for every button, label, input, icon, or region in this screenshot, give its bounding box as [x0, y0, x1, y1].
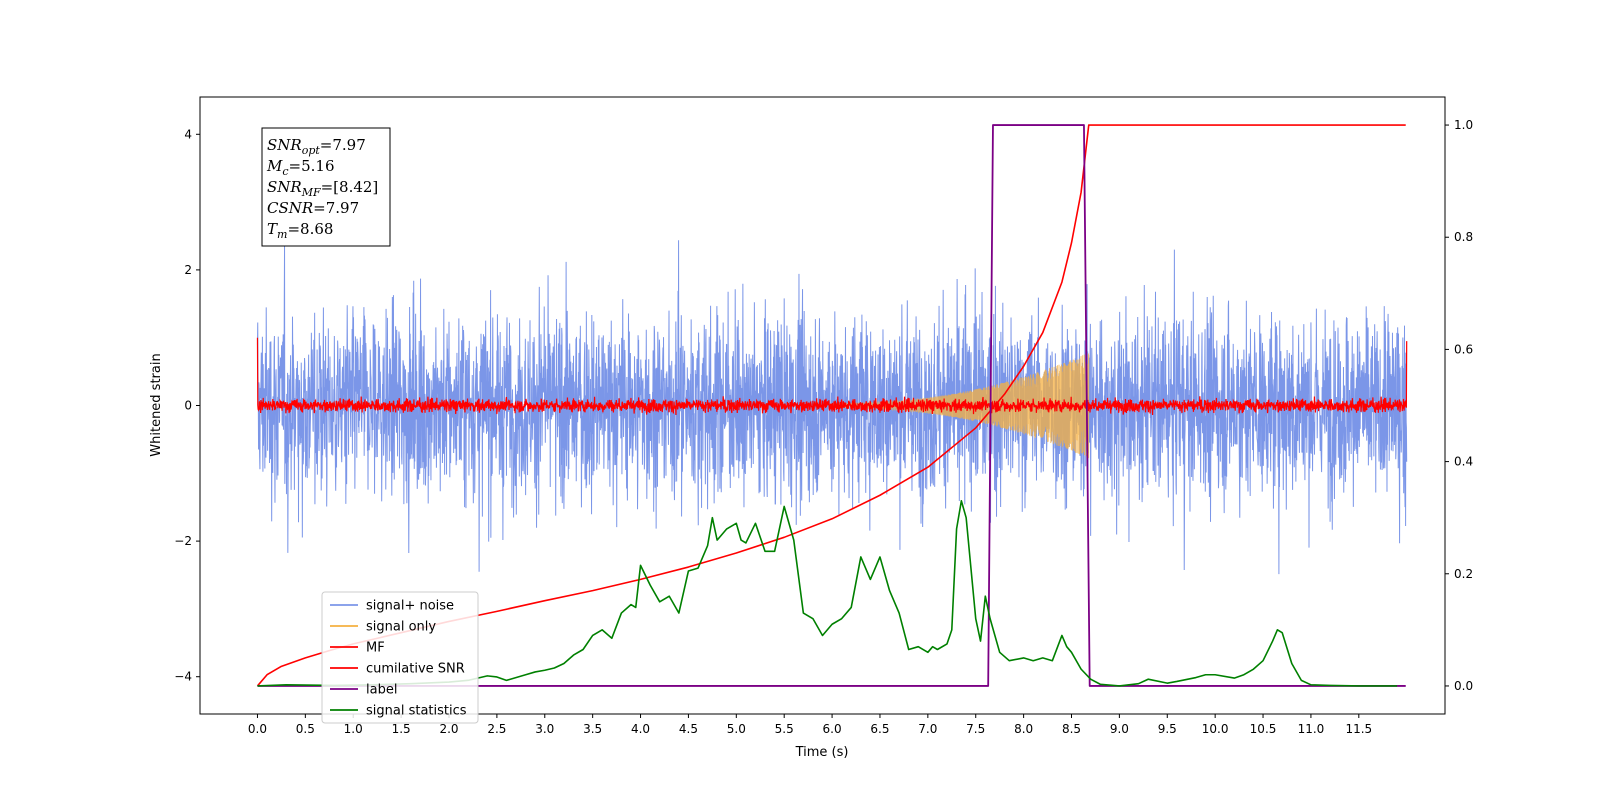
annotation-line: Mc=5.16	[266, 157, 335, 178]
series-label	[257, 124, 1406, 687]
legend-frame	[321, 591, 479, 724]
y-axis-title: Whitened strain	[149, 353, 164, 456]
x-tick-label: 2.0	[439, 722, 458, 736]
x-tick-label: 5.0	[727, 722, 746, 736]
y-right-tick-label: 0.6	[1454, 342, 1473, 356]
y-tick-label: −2	[174, 534, 192, 548]
y-right-tick-label: 0.8	[1454, 230, 1473, 244]
x-tick-label: 4.5	[679, 722, 698, 736]
x-tick-label: 2.5	[487, 722, 506, 736]
legend-entry: signal only	[366, 620, 436, 635]
x-tick-label: 11.0	[1298, 722, 1325, 736]
x-tick-label: 3.5	[583, 722, 602, 736]
series-mf	[256, 337, 1408, 416]
y-right-tick-label: 1.0	[1454, 118, 1473, 132]
x-tick-label: 7.0	[918, 722, 937, 736]
legend-entry: MF	[366, 641, 385, 656]
y-right-tick-label: 0.4	[1454, 455, 1473, 469]
x-tick-label: 4.0	[631, 722, 650, 736]
x-tick-label: 1.5	[392, 722, 411, 736]
x-tick-label: 0.0	[248, 722, 267, 736]
x-tick-label: 1.0	[344, 722, 363, 736]
y-tick-label: 2	[184, 263, 192, 277]
x-tick-label: 9.5	[1158, 722, 1177, 736]
x-tick-label: 9.0	[1110, 722, 1129, 736]
annotation-frame	[261, 127, 391, 247]
x-tick-label: 11.5	[1345, 722, 1372, 736]
y-tick-label: −4	[174, 670, 192, 684]
annotation-line: CSNR=7.97	[267, 199, 359, 217]
x-tick-label: 7.5	[966, 722, 985, 736]
annotation-line: SNRopt=7.97	[267, 136, 366, 157]
x-tick-label: 10.0	[1202, 722, 1229, 736]
legend-entry: signal statistics	[366, 704, 467, 719]
y-right-tick-label: 0.0	[1454, 679, 1473, 693]
x-tick-label: 6.0	[823, 722, 842, 736]
y-tick-label: 4	[184, 127, 192, 141]
axes: 0.0 0.5 1.0 1.5 2.0 2.5 3.0 3.5 4.0 4.5 5.0 5.5 6.0 6…	[174, 118, 1473, 736]
annotation-line: Tm=8.68	[267, 220, 333, 241]
annotation-line: SNRMF=[8.42]	[267, 178, 378, 199]
x-tick-label: 3.0	[535, 722, 554, 736]
legend-entry: cumilative SNR	[366, 662, 465, 677]
legend-entry: signal+ noise	[366, 599, 454, 614]
legend-entry: label	[366, 683, 397, 698]
x-tick-label: 6.5	[870, 722, 889, 736]
x-tick-label: 8.5	[1062, 722, 1081, 736]
x-tick-label: 10.5	[1250, 722, 1277, 736]
x-tick-label: 5.5	[775, 722, 794, 736]
x-axis-title: Time (s)	[795, 745, 849, 760]
x-tick-label: 0.5	[296, 722, 315, 736]
x-tick-label: 8.0	[1014, 722, 1033, 736]
series-signal-statistics	[257, 500, 1398, 687]
legend: signal+ noise signal only MF cumilative SNR…	[321, 591, 479, 724]
y-tick-label: 0	[184, 399, 192, 413]
y-right-tick-label: 0.2	[1454, 567, 1473, 581]
